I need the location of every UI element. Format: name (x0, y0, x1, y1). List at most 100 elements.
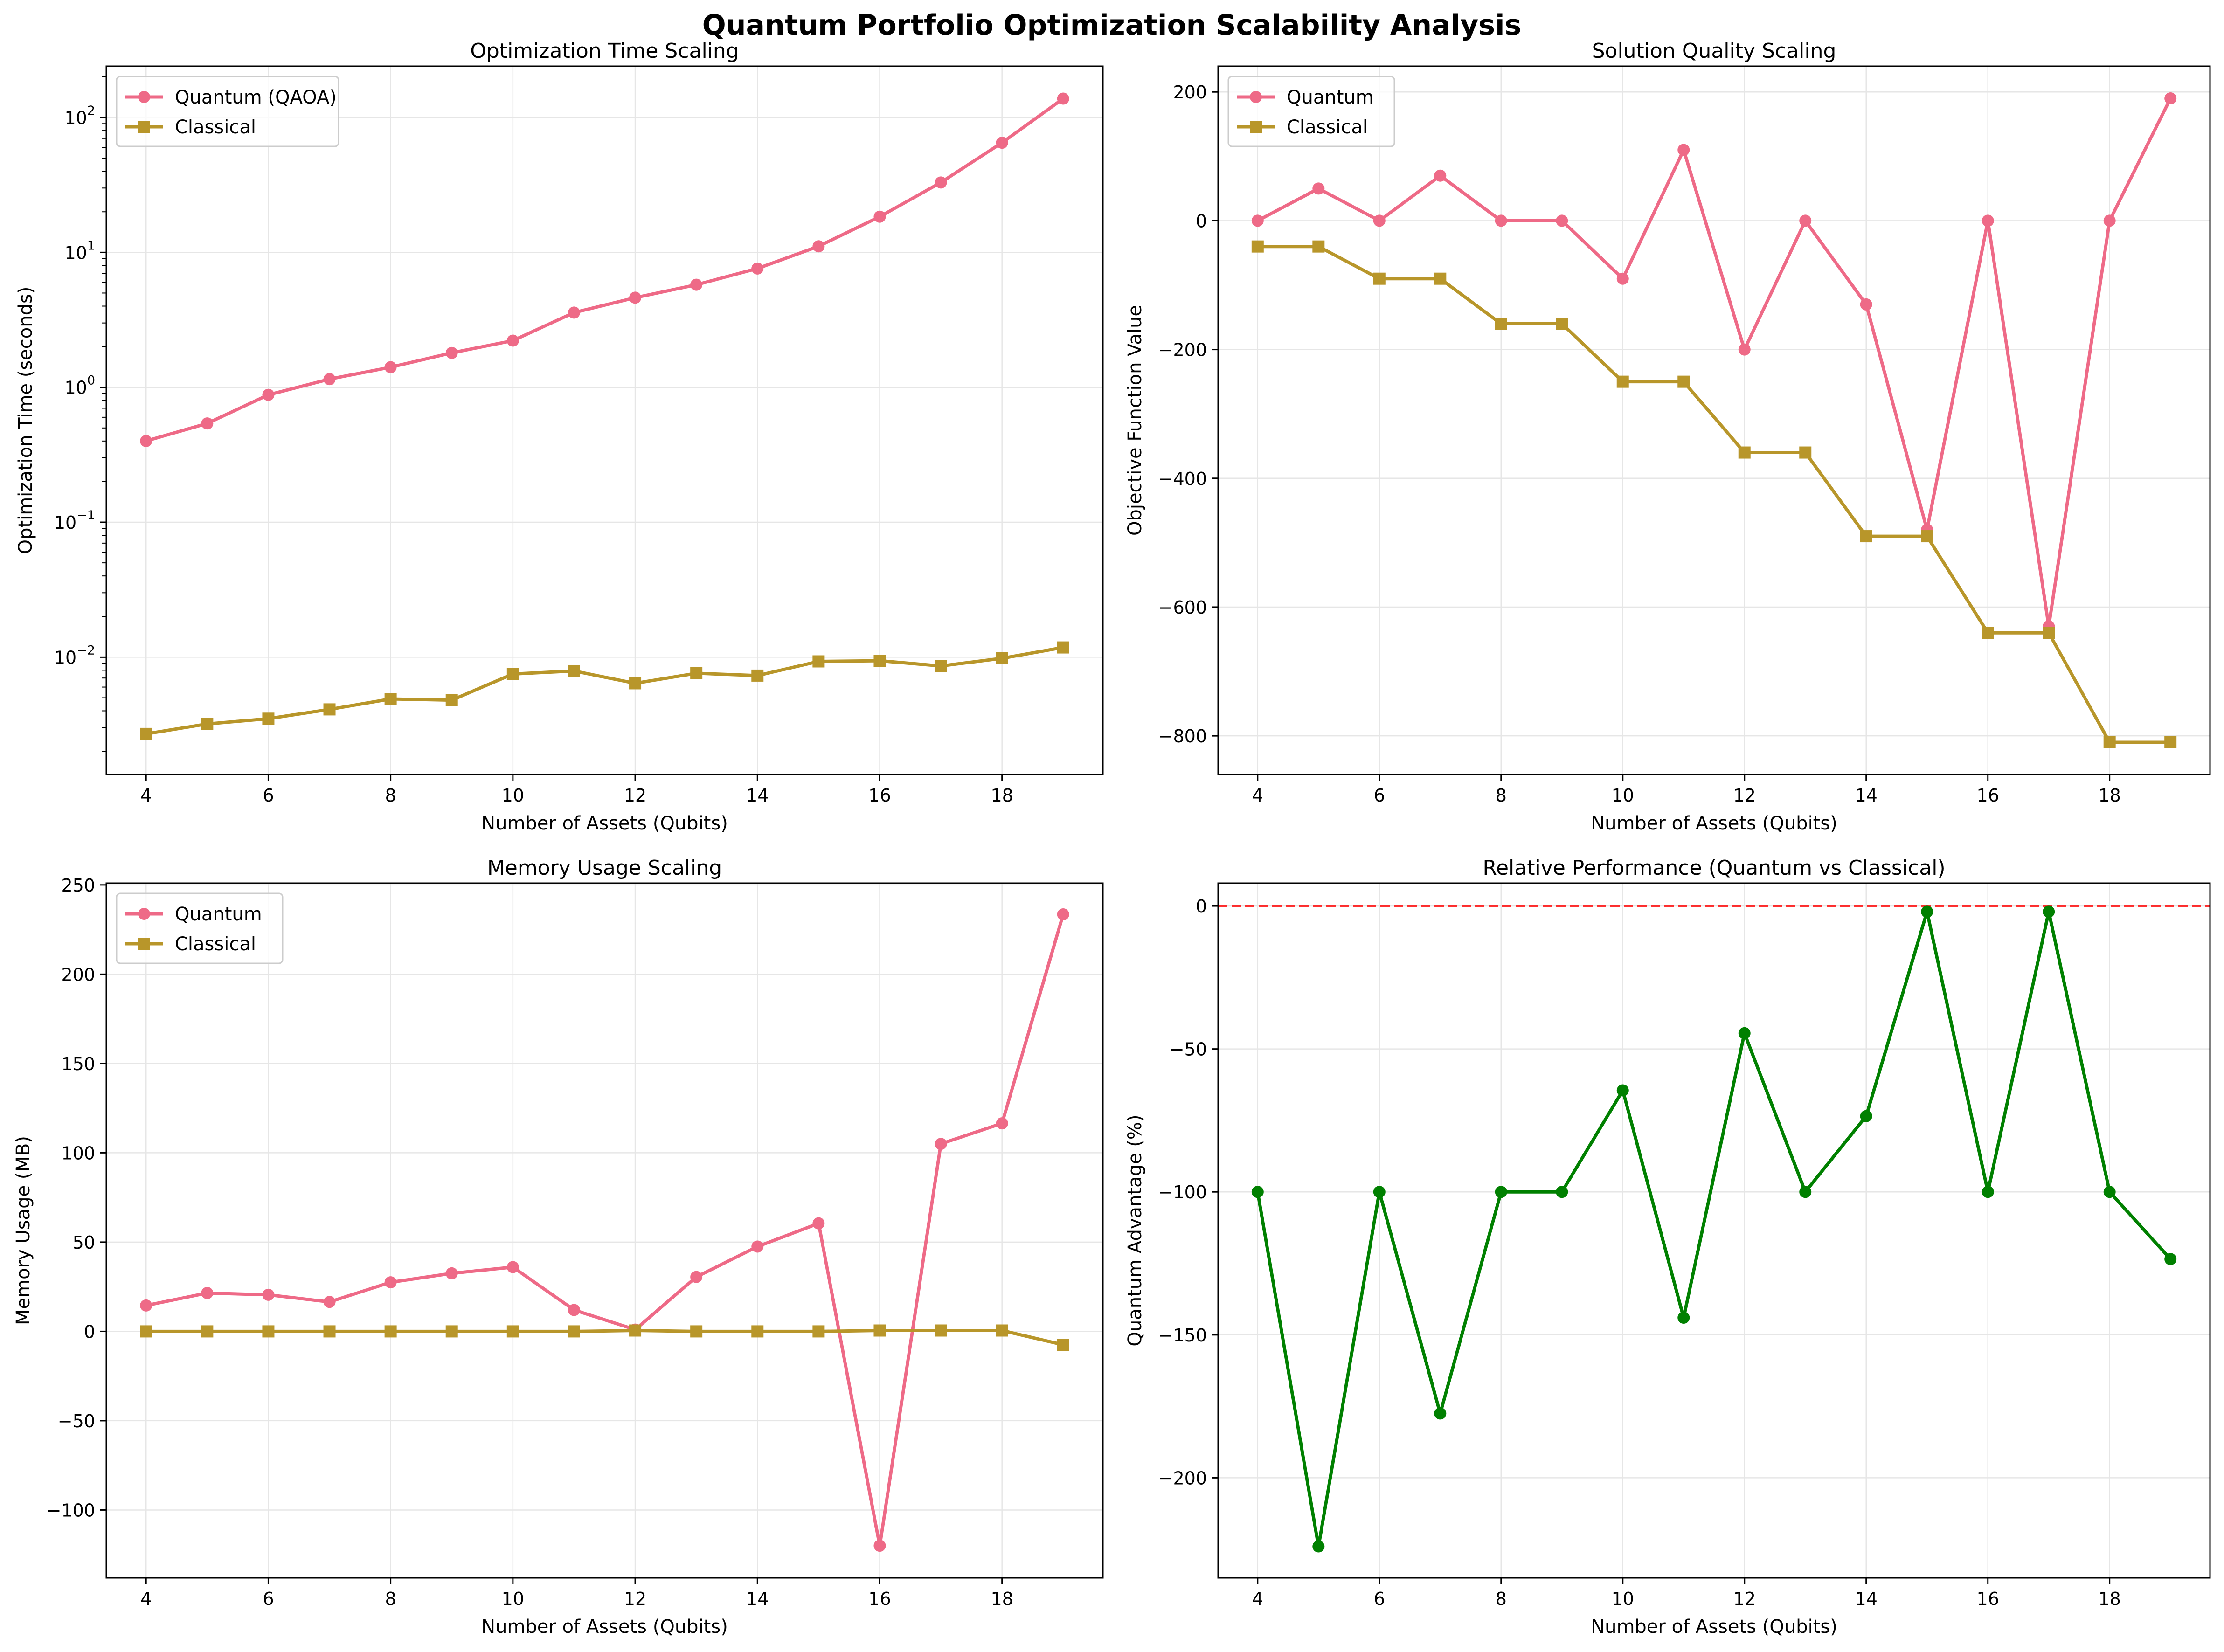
data-point (2043, 627, 2055, 639)
data-point (445, 346, 458, 359)
data-point (690, 667, 703, 679)
panel-advantage: 4 6 8 10 12 14 16 18 −200 −150 −100 −50 0 Relative Pe… (1124, 856, 2211, 1638)
data-point (201, 1325, 214, 1338)
data-point (1738, 343, 1751, 356)
data-point (2164, 1253, 2177, 1265)
data-point (1556, 318, 1568, 330)
panel-title: Solution Quality Scaling (1592, 39, 1836, 63)
y-tick-label-base: 10 (64, 378, 87, 398)
legend-label: Classical (1287, 117, 1368, 138)
x-tick-label: 6 (1374, 1589, 1385, 1609)
series-line-0 (1257, 97, 2172, 628)
data-point (1373, 214, 1386, 227)
panels: 4 6 8 10 12 14 16 1810−210−1100101102Optimizati… (13, 39, 2211, 1638)
data-point (1556, 214, 1568, 227)
y-tick-label-base: 10 (64, 242, 87, 263)
data-point (323, 1296, 336, 1308)
data-point (629, 1324, 642, 1337)
data-point (445, 1325, 458, 1338)
x-tick-label: 18 (991, 785, 1013, 806)
y-tick-label-base: 10 (54, 647, 76, 668)
x-tick-label: 12 (1733, 785, 1756, 806)
data-point (1495, 214, 1507, 227)
x-axis-label: Number of Assets (Qubits) (1591, 1616, 1837, 1638)
x-tick-label: 8 (1496, 1589, 1507, 1609)
legend-frame (116, 892, 284, 964)
y-tick-label: 250 (61, 875, 95, 896)
legend: Quantum Classical (1227, 76, 1395, 147)
legend-label: Quantum (175, 904, 262, 925)
data-point (2164, 736, 2177, 748)
y-tick-label-exponent: 2 (87, 104, 95, 118)
data-point (690, 1271, 703, 1283)
x-tick-label: 10 (502, 785, 524, 806)
data-point (1982, 214, 1994, 227)
data-point (1057, 908, 1069, 921)
data-point (690, 1325, 703, 1338)
x-axis-label: Number of Assets (Qubits) (1591, 813, 1837, 834)
data-point (1495, 1186, 1507, 1198)
series-line-0 (145, 97, 1064, 443)
data-point (445, 1267, 458, 1279)
data-point (1057, 92, 1069, 105)
figure-suptitle: Quantum Portfolio Optimization Scalabili… (702, 9, 1522, 41)
x-tick-label: 16 (868, 1589, 891, 1609)
x-tick-label: 8 (385, 785, 396, 806)
data-point (629, 291, 642, 304)
y-tick-label: 0 (1196, 211, 1207, 231)
legend-swatch-marker (1250, 121, 1262, 133)
axes-frame (105, 65, 1104, 775)
x-tick-label: 18 (991, 1589, 1013, 1609)
y-tick-label: 10−1 (54, 508, 95, 533)
data-point (1434, 169, 1447, 182)
data-point (384, 361, 397, 373)
legend-swatch-marker (1250, 91, 1262, 103)
x-axis-label: Number of Assets (Qubits) (481, 1616, 728, 1638)
y-tick-label: 101 (64, 238, 95, 263)
x-tick-label: 10 (1612, 1589, 1634, 1609)
x-tick-label: 8 (385, 1589, 396, 1609)
data-point (935, 1138, 947, 1150)
data-point (690, 278, 703, 291)
legend-label: Quantum (QAOA) (175, 87, 337, 108)
data-point (506, 334, 519, 347)
y-tick-label: −100 (47, 1500, 95, 1521)
y-tick-label: 200 (61, 964, 95, 985)
series-line-0 (145, 914, 1065, 1548)
data-point (996, 652, 1008, 664)
y-tick-label: −400 (1158, 469, 1207, 489)
data-point (1616, 272, 1629, 285)
data-point (1677, 1312, 1690, 1324)
y-tick-label-base: 10 (54, 512, 76, 533)
y-tick-label-exponent: −1 (76, 508, 95, 523)
series-line-1 (145, 646, 1064, 736)
x-tick-label: 14 (1855, 785, 1878, 806)
data-point (2103, 1186, 2116, 1198)
x-tick-label: 4 (1252, 1589, 1263, 1609)
data-point (445, 694, 458, 706)
x-tick-label: 14 (746, 785, 769, 806)
y-tick-label: −150 (1158, 1325, 1207, 1346)
data-point (1312, 240, 1325, 253)
y-tick-label-base: 10 (64, 108, 87, 128)
data-point (384, 1325, 397, 1338)
data-point (1921, 530, 1933, 543)
data-point (1312, 182, 1325, 195)
data-point (996, 1324, 1008, 1337)
plot-area (106, 883, 1103, 1578)
panel-title: Optimization Time Scaling (470, 39, 739, 63)
x-tick-label: 18 (2099, 1589, 2121, 1609)
data-point (568, 306, 580, 319)
y-tick-label: 10−2 (54, 643, 95, 668)
data-point (996, 137, 1008, 149)
y-tick-label: −800 (1158, 726, 1207, 747)
legend: Quantum (QAOA) Classical (116, 76, 339, 147)
data-point (262, 712, 275, 725)
data-point (2043, 905, 2055, 918)
series-line-1 (1257, 245, 2171, 744)
x-tick-label: 12 (1733, 1589, 1756, 1609)
y-axis-label: Optimization Time (seconds) (15, 287, 36, 554)
data-point (873, 655, 886, 667)
data-point (2103, 214, 2116, 227)
data-point (1251, 240, 1264, 253)
